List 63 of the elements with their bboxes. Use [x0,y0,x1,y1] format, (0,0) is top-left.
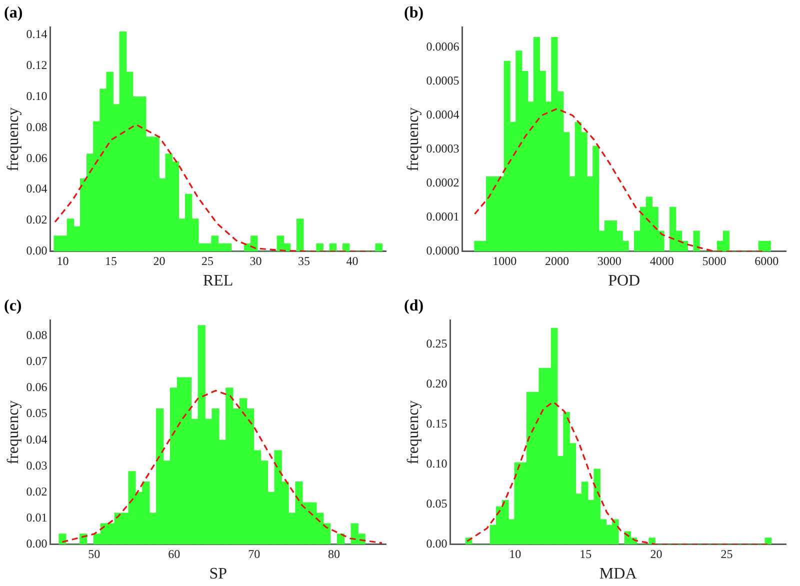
x-axis-title: REL [202,272,234,290]
y-tick-label: 0.06 [26,380,48,394]
x-tick-label: 10 [56,254,69,268]
y-tick-label: 0.10 [26,88,48,103]
x-axis-title: MDA [599,566,638,583]
x-tick-label: 4000 [650,254,674,268]
x-tick-label: 10 [509,546,522,561]
y-tick-label: 0.0001 [426,210,460,224]
y-tick-label: 0.07 [26,354,48,368]
y-tick-label: 0.02 [26,484,48,498]
x-tick-label: 6000 [754,254,779,268]
y-tick-label: 0.0000 [426,244,460,258]
y-tick-label: 0.0002 [426,176,460,190]
y-tick-label: 0.06 [26,150,48,165]
x-tick-label: 2000 [545,254,570,268]
chart-title: (d) [404,298,424,315]
x-tick-label: 1000 [492,254,517,268]
y-tick-label: 0.00 [426,536,448,551]
y-tick-label: 0.14 [26,27,48,42]
x-tick-label: 70 [248,546,260,561]
y-tick-label: 0.12 [26,58,48,72]
x-axis-title: SP [209,566,228,583]
y-tick-label: 0.03 [26,458,48,472]
x-tick-label: 30 [250,254,262,268]
y-tick-label: 0.20 [426,376,448,390]
x-tick-label: 25 [201,254,214,268]
chart-title: (c) [4,298,22,315]
x-tick-label: 15 [104,254,117,268]
x-tick-label: 3000 [597,254,622,268]
y-tick-label: 0.0004 [426,108,460,122]
y-tick-label: 0.25 [426,336,448,350]
x-tick-label: 15 [580,546,592,561]
x-tick-label: 40 [346,254,358,268]
x-tick-label: 60 [168,546,180,561]
y-tick-label: 0.02 [26,212,48,227]
y-tick-label: 0.0003 [426,142,460,156]
y-axis-title: frequency [404,107,422,172]
y-tick-label: 0.08 [26,328,48,342]
chart-title: (a) [4,4,23,22]
x-tick-label: 20 [650,546,662,561]
y-axis-title: frequency [4,107,22,172]
y-tick-label: 0.0006 [426,40,460,54]
y-tick-label: 0.05 [26,406,48,420]
y-tick-label: 0.10 [426,456,448,470]
x-axis-title: POD [608,272,640,290]
y-tick-label: 0.15 [426,416,448,430]
x-tick-label: 50 [88,546,100,561]
y-tick-label: 0.0005 [426,74,460,88]
y-tick-label: 0.05 [426,496,448,511]
x-tick-label: 25 [720,546,733,561]
x-tick-label: 35 [298,254,310,268]
y-tick-label: 0.01 [26,510,48,524]
chart-title: (b) [404,4,424,22]
y-tick-label: 0.04 [26,432,48,446]
y-axis-title: frequency [4,400,22,464]
x-tick-label: 5000 [702,254,726,268]
y-tick-label: 0.00 [26,244,48,258]
x-tick-label: 80 [328,546,340,561]
y-tick-label: 0.04 [26,182,48,196]
y-tick-label: 0.08 [26,120,48,134]
y-tick-label: 0.00 [26,536,48,551]
x-tick-label: 20 [153,254,166,268]
y-axis-title: frequency [404,400,422,464]
